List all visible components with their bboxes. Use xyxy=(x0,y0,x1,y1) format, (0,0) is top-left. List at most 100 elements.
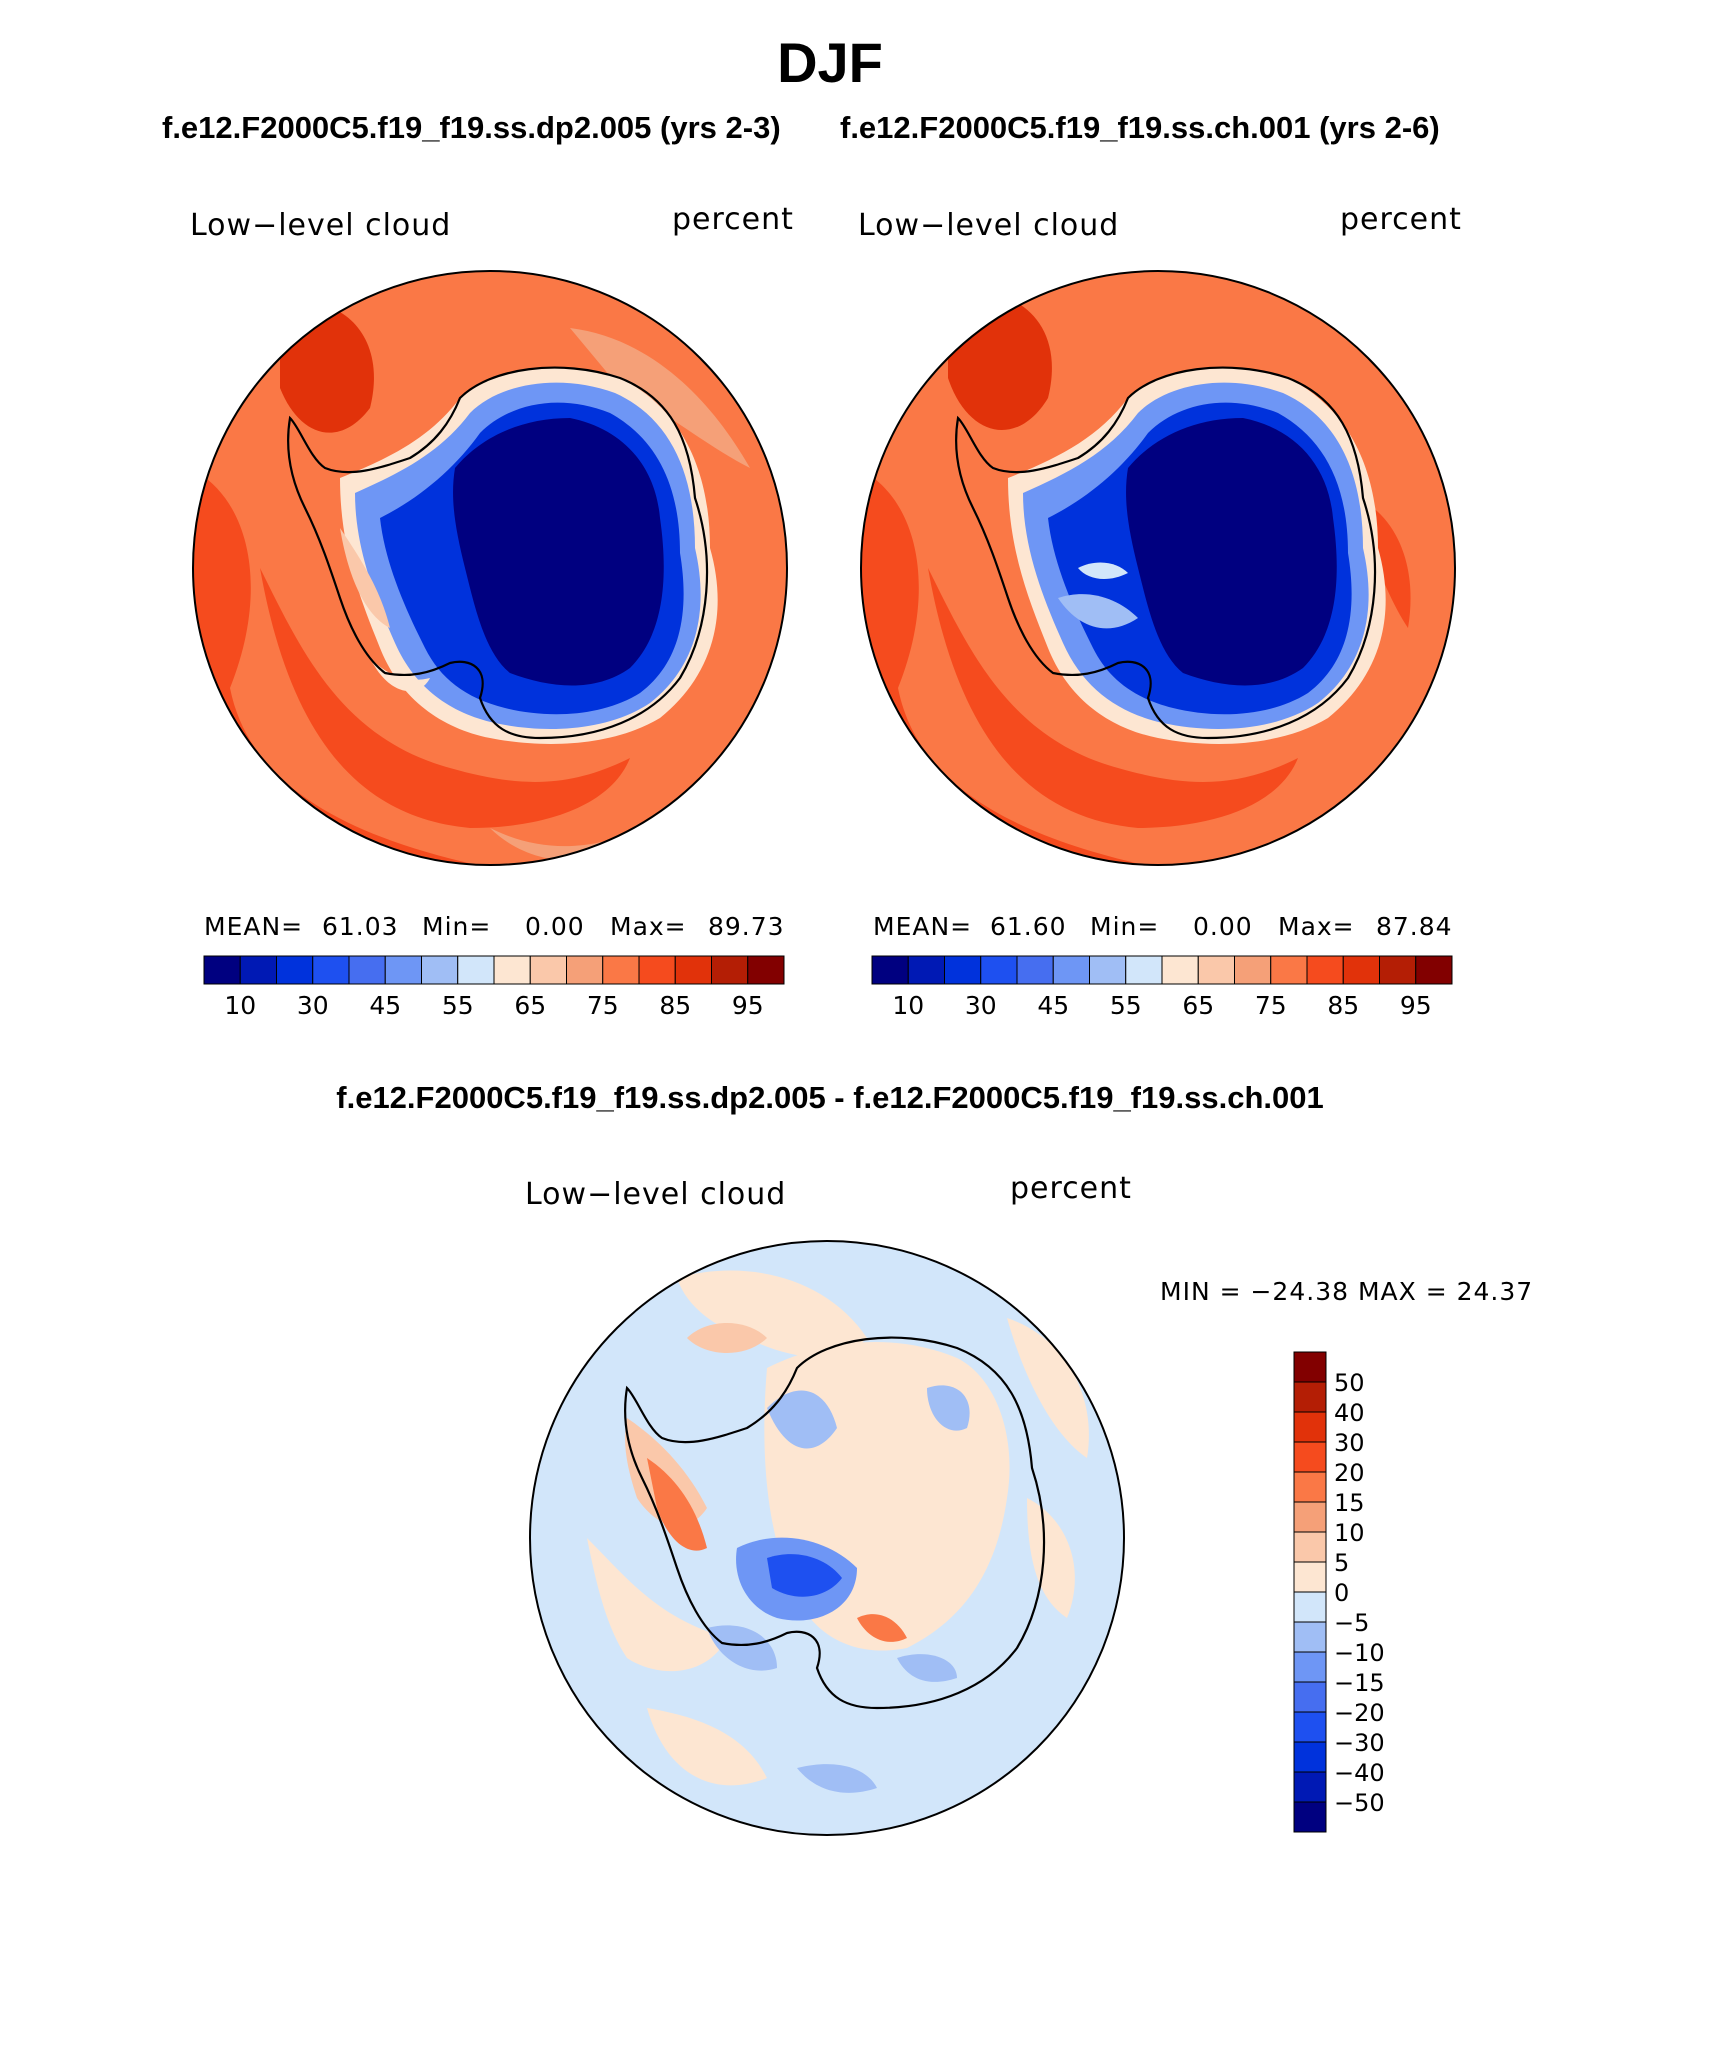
diff-units-label: percent xyxy=(1010,1171,1132,1206)
diff-map xyxy=(529,1240,1125,1836)
diff-colorbar-tick-label: −10 xyxy=(1334,1639,1385,1667)
diff-colorbar-swatch xyxy=(1293,1441,1327,1473)
diff-colorbar-tick-label: 0 xyxy=(1334,1579,1349,1607)
panel2-min-value: 0.00 xyxy=(1193,912,1253,941)
subtitle-right: f.e12.F2000C5.f19_f19.ss.ch.001 (yrs 2-6… xyxy=(840,110,1440,145)
panel2-colorbar-tick-label: 55 xyxy=(1110,991,1142,1020)
panel2-colorbar-tick-label: 30 xyxy=(965,991,997,1020)
panel1-colorbar-tick-label: 85 xyxy=(659,991,691,1020)
diff-colorbar-tick-label: 20 xyxy=(1334,1459,1365,1487)
diff-colorbar-swatch xyxy=(1293,1651,1327,1683)
panel2-map xyxy=(860,270,1456,866)
panel2-colorbar-swatch xyxy=(1306,955,1344,985)
panel2-variable-label: Low−level cloud xyxy=(858,208,1120,243)
panel2-colorbar-swatch xyxy=(980,955,1018,985)
panel1-min-value: 0.00 xyxy=(525,912,585,941)
diff-colorbar-swatch xyxy=(1293,1711,1327,1743)
panel2-colorbar-swatch xyxy=(1052,955,1090,985)
panel1-colorbar-swatch xyxy=(203,955,241,985)
panel2-colorbar: 10 30 45 55 65 75 85 95 xyxy=(871,955,1453,1020)
panel1-colorbar-swatch xyxy=(276,955,314,985)
panel2-colorbar-tick-label: 45 xyxy=(1037,991,1069,1020)
diff-variable-label: Low−level cloud xyxy=(525,1177,787,1212)
panel1-colorbar-swatch xyxy=(421,955,459,985)
panel1-colorbar-tick-label: 95 xyxy=(732,991,764,1020)
diff-colorbar-swatch xyxy=(1293,1381,1327,1413)
diff-colorbar-swatch xyxy=(1293,1531,1327,1563)
panel1-colorbar-swatch xyxy=(674,955,712,985)
panel1-colorbar-swatch xyxy=(747,955,785,985)
panel1-colorbar: 10 30 45 55 65 75 85 95 xyxy=(203,955,785,1020)
diff-colorbar-tick-label: −30 xyxy=(1334,1729,1385,1757)
panel2-colorbar-swatch xyxy=(1342,955,1380,985)
panel1-mean-value: 61.03 xyxy=(322,912,399,941)
panel1-min-label: Min= xyxy=(422,912,492,941)
panel1-max-value: 89.73 xyxy=(708,912,785,941)
panel2-colorbar-swatch xyxy=(1379,955,1417,985)
panel2-colorbar-swatch xyxy=(944,955,982,985)
diff-colorbar-swatch xyxy=(1293,1621,1327,1653)
panel2-colorbar-swatch xyxy=(1161,955,1199,985)
diff-colorbar-swatch xyxy=(1293,1771,1327,1803)
panel2-colorbar-swatch xyxy=(1234,955,1272,985)
panel1-colorbar-swatch xyxy=(529,955,567,985)
diff-colorbar-swatch xyxy=(1293,1501,1327,1533)
panel1-colorbar-swatch xyxy=(312,955,350,985)
diff-colorbar-tick-label: −5 xyxy=(1334,1609,1369,1637)
panel1-colorbar-swatch xyxy=(638,955,676,985)
diff-colorbar-swatch xyxy=(1293,1411,1327,1443)
diff-colorbar-swatch xyxy=(1293,1351,1327,1383)
diff-colorbar-tick-label: 40 xyxy=(1334,1399,1365,1427)
panel2-units-label: percent xyxy=(1340,202,1462,237)
panel2-colorbar-swatch xyxy=(1415,955,1453,985)
panel1-colorbar-swatch xyxy=(457,955,495,985)
panel1-colorbar-tick-label: 65 xyxy=(514,991,546,1020)
diff-colorbar-tick-label: −50 xyxy=(1334,1789,1385,1817)
diff-colorbar-tick-label: 5 xyxy=(1334,1549,1349,1577)
panel2-mean-label: MEAN= xyxy=(873,912,973,941)
subtitle-left: f.e12.F2000C5.f19_f19.ss.dp2.005 (yrs 2-… xyxy=(162,110,781,145)
diff-colorbar-swatch xyxy=(1293,1561,1327,1593)
panel1-colorbar-swatch xyxy=(711,955,749,985)
diff-colorbar-swatch xyxy=(1293,1471,1327,1503)
diff-colorbar-tick-label: 30 xyxy=(1334,1429,1365,1457)
panel2-colorbar-swatch xyxy=(871,955,909,985)
panel1-colorbar-tick-label: 75 xyxy=(587,991,619,1020)
diff-minmax-label: MIN = −24.38 MAX = 24.37 xyxy=(1160,1277,1534,1306)
panel2-colorbar-tick-label: 65 xyxy=(1182,991,1214,1020)
season-title: DJF xyxy=(777,31,883,94)
diff-colorbar-tick-label: 15 xyxy=(1334,1489,1365,1517)
panel2-colorbar-swatch xyxy=(907,955,945,985)
panel1-colorbar-swatch xyxy=(239,955,277,985)
panel1-colorbar-tick-label: 45 xyxy=(369,991,401,1020)
panel1-colorbar-tick-label: 10 xyxy=(224,991,256,1020)
panel1-colorbar-swatch xyxy=(384,955,422,985)
panel1-variable-label: Low−level cloud xyxy=(190,208,452,243)
panel2-colorbar-swatch xyxy=(1197,955,1235,985)
panel2-mean-value: 61.60 xyxy=(990,912,1067,941)
diff-colorbar-swatch xyxy=(1293,1591,1327,1623)
panel2-max-label: Max= xyxy=(1278,912,1355,941)
diff-colorbar-tick-label: 50 xyxy=(1334,1369,1365,1397)
panel2-colorbar-tick-label: 85 xyxy=(1327,991,1359,1020)
diff-colorbar-tick-label: 10 xyxy=(1334,1519,1365,1547)
panel2-colorbar-swatch xyxy=(1016,955,1054,985)
diff-colorbar-tick-label: −20 xyxy=(1334,1699,1385,1727)
panel2-min-label: Min= xyxy=(1090,912,1160,941)
panel2-colorbar-swatch xyxy=(1270,955,1308,985)
panel1-colorbar-tick-label: 55 xyxy=(442,991,474,1020)
panel2-colorbar-swatch xyxy=(1089,955,1127,985)
panel1-units-label: percent xyxy=(672,202,794,237)
panel2-colorbar-tick-label: 75 xyxy=(1255,991,1287,1020)
panel2-colorbar-swatch xyxy=(1125,955,1163,985)
panel1-colorbar-swatch xyxy=(348,955,386,985)
diff-colorbar-tick-label: −15 xyxy=(1334,1669,1385,1697)
panel1-mean-label: MEAN= xyxy=(204,912,304,941)
panel1-colorbar-swatch xyxy=(493,955,531,985)
diff-colorbar-swatch xyxy=(1293,1681,1327,1713)
panel1-max-label: Max= xyxy=(610,912,687,941)
diff-colorbar-tick-label: −40 xyxy=(1334,1759,1385,1787)
panel1-colorbar-swatch xyxy=(566,955,604,985)
diff-colorbar-swatch xyxy=(1293,1801,1327,1833)
